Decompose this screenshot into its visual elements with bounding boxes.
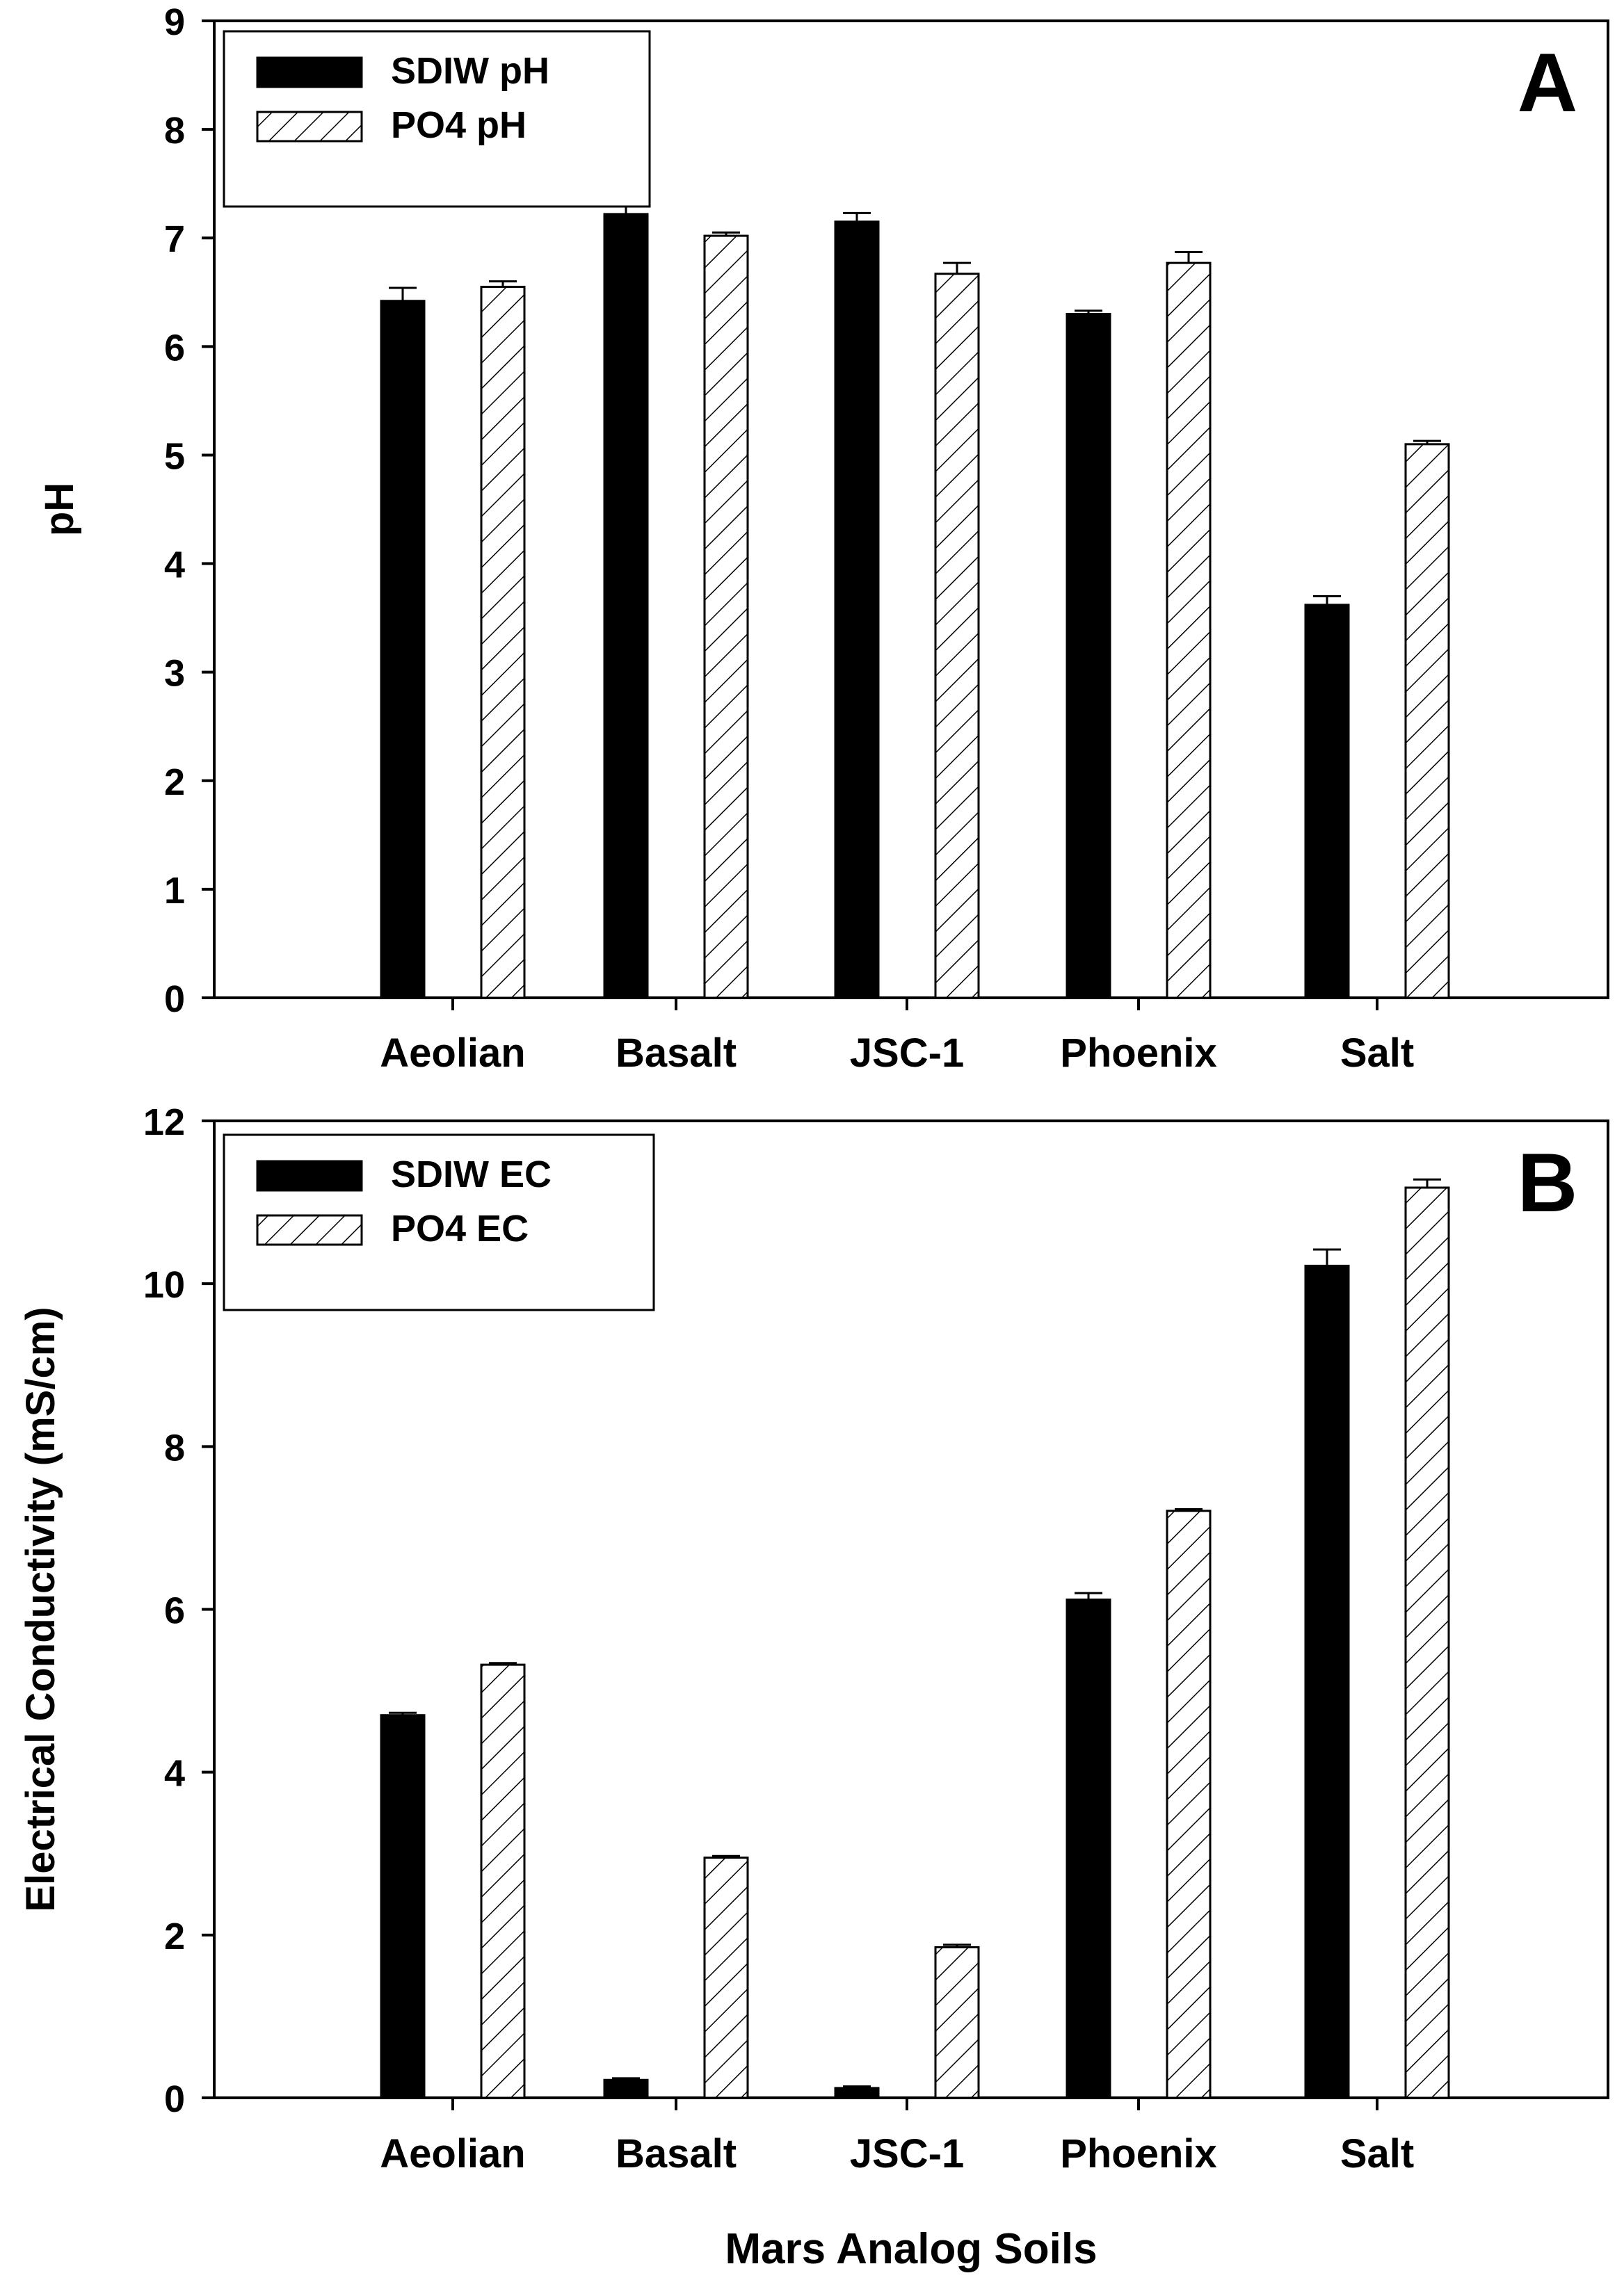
sdiw-bar [1066,313,1111,999]
po4-bar [1404,1186,1450,2099]
sdiw-bar [1066,1598,1111,2099]
x-tick-label: Basalt [616,1030,737,1076]
sdiw-bar [603,213,649,999]
legend-label: PO4 pH [391,104,526,146]
x-axis-label: Mars Analog Soils [725,2225,1097,2273]
x-tick-label: Aeolian [380,1030,526,1076]
y-tick-label: 2 [164,761,185,803]
y-tick-label: 1 [164,870,185,912]
legend-label: SDIW EC [391,1154,552,1195]
legend-label: SDIW pH [391,50,549,92]
legend-swatch [256,1160,363,1192]
po4-bar [1166,1510,1212,2099]
y-tick-label: 6 [164,1590,185,1632]
legend-swatch [256,111,363,143]
y-tick-label: 5 [164,435,185,477]
x-tick-label: Phoenix [1060,1030,1217,1076]
y-tick-label: 9 [164,1,185,43]
legend-swatch [256,1214,363,1246]
sdiw-bar [380,300,426,999]
y-tick-label: 2 [164,1916,185,1957]
po4-bar [703,1857,749,2099]
panel-label: A [1518,36,1578,129]
x-tick-label: JSC-1 [850,1030,964,1076]
plot-frame [213,19,1609,999]
sdiw-bar [834,220,880,999]
y-axis-label: pH [37,483,82,536]
y-tick-label: 8 [164,110,185,152]
po4-bar [480,1663,526,2099]
sdiw-bar [603,2078,649,2099]
y-tick-label: 12 [143,1101,185,1143]
y-tick-label: 0 [164,978,185,1020]
po4-bar [934,1946,980,2099]
po4-bar [1404,443,1450,999]
po4-bar [480,285,526,999]
legend-swatch [256,56,363,88]
x-tick-label: Aeolian [380,2131,526,2176]
x-tick-label: Phoenix [1060,2131,1217,2176]
y-axis-label: Electrical Conductivity (mS/cm) [18,1307,63,1911]
x-tick-label: JSC-1 [850,2131,964,2176]
panel-label: B [1518,1136,1578,1229]
y-tick-label: 4 [164,544,185,586]
x-tick-label: Salt [1340,2131,1414,2176]
x-tick-label: Basalt [616,2131,737,2176]
sdiw-bar [834,2087,880,2099]
y-tick-label: 0 [164,2078,185,2120]
y-tick-label: 6 [164,327,185,369]
x-tick-label: Salt [1340,1030,1414,1076]
sdiw-bar [1304,1264,1350,2099]
po4-bar [1166,261,1212,999]
sdiw-bar [1304,604,1350,999]
y-tick-label: 4 [164,1753,185,1795]
sdiw-bar [380,1714,426,2099]
po4-bar [703,234,749,999]
chart-panel-a: 0 1 2 3 4 5 6 7 8 9 pH Aeolian Basalt JSC-1 Phoenix Sal… [37,1,1609,1076]
y-tick-label: 8 [164,1427,185,1469]
po4-bar [934,273,980,999]
chart-panel-b: 0 2 4 6 8 10 12 Electrical Conductivity (mS/cm)… [18,1101,1609,2176]
y-tick-label: 3 [164,653,185,695]
legend-label: PO4 EC [391,1208,529,1250]
y-tick-label: 7 [164,218,185,260]
y-tick-label: 10 [143,1264,185,1306]
